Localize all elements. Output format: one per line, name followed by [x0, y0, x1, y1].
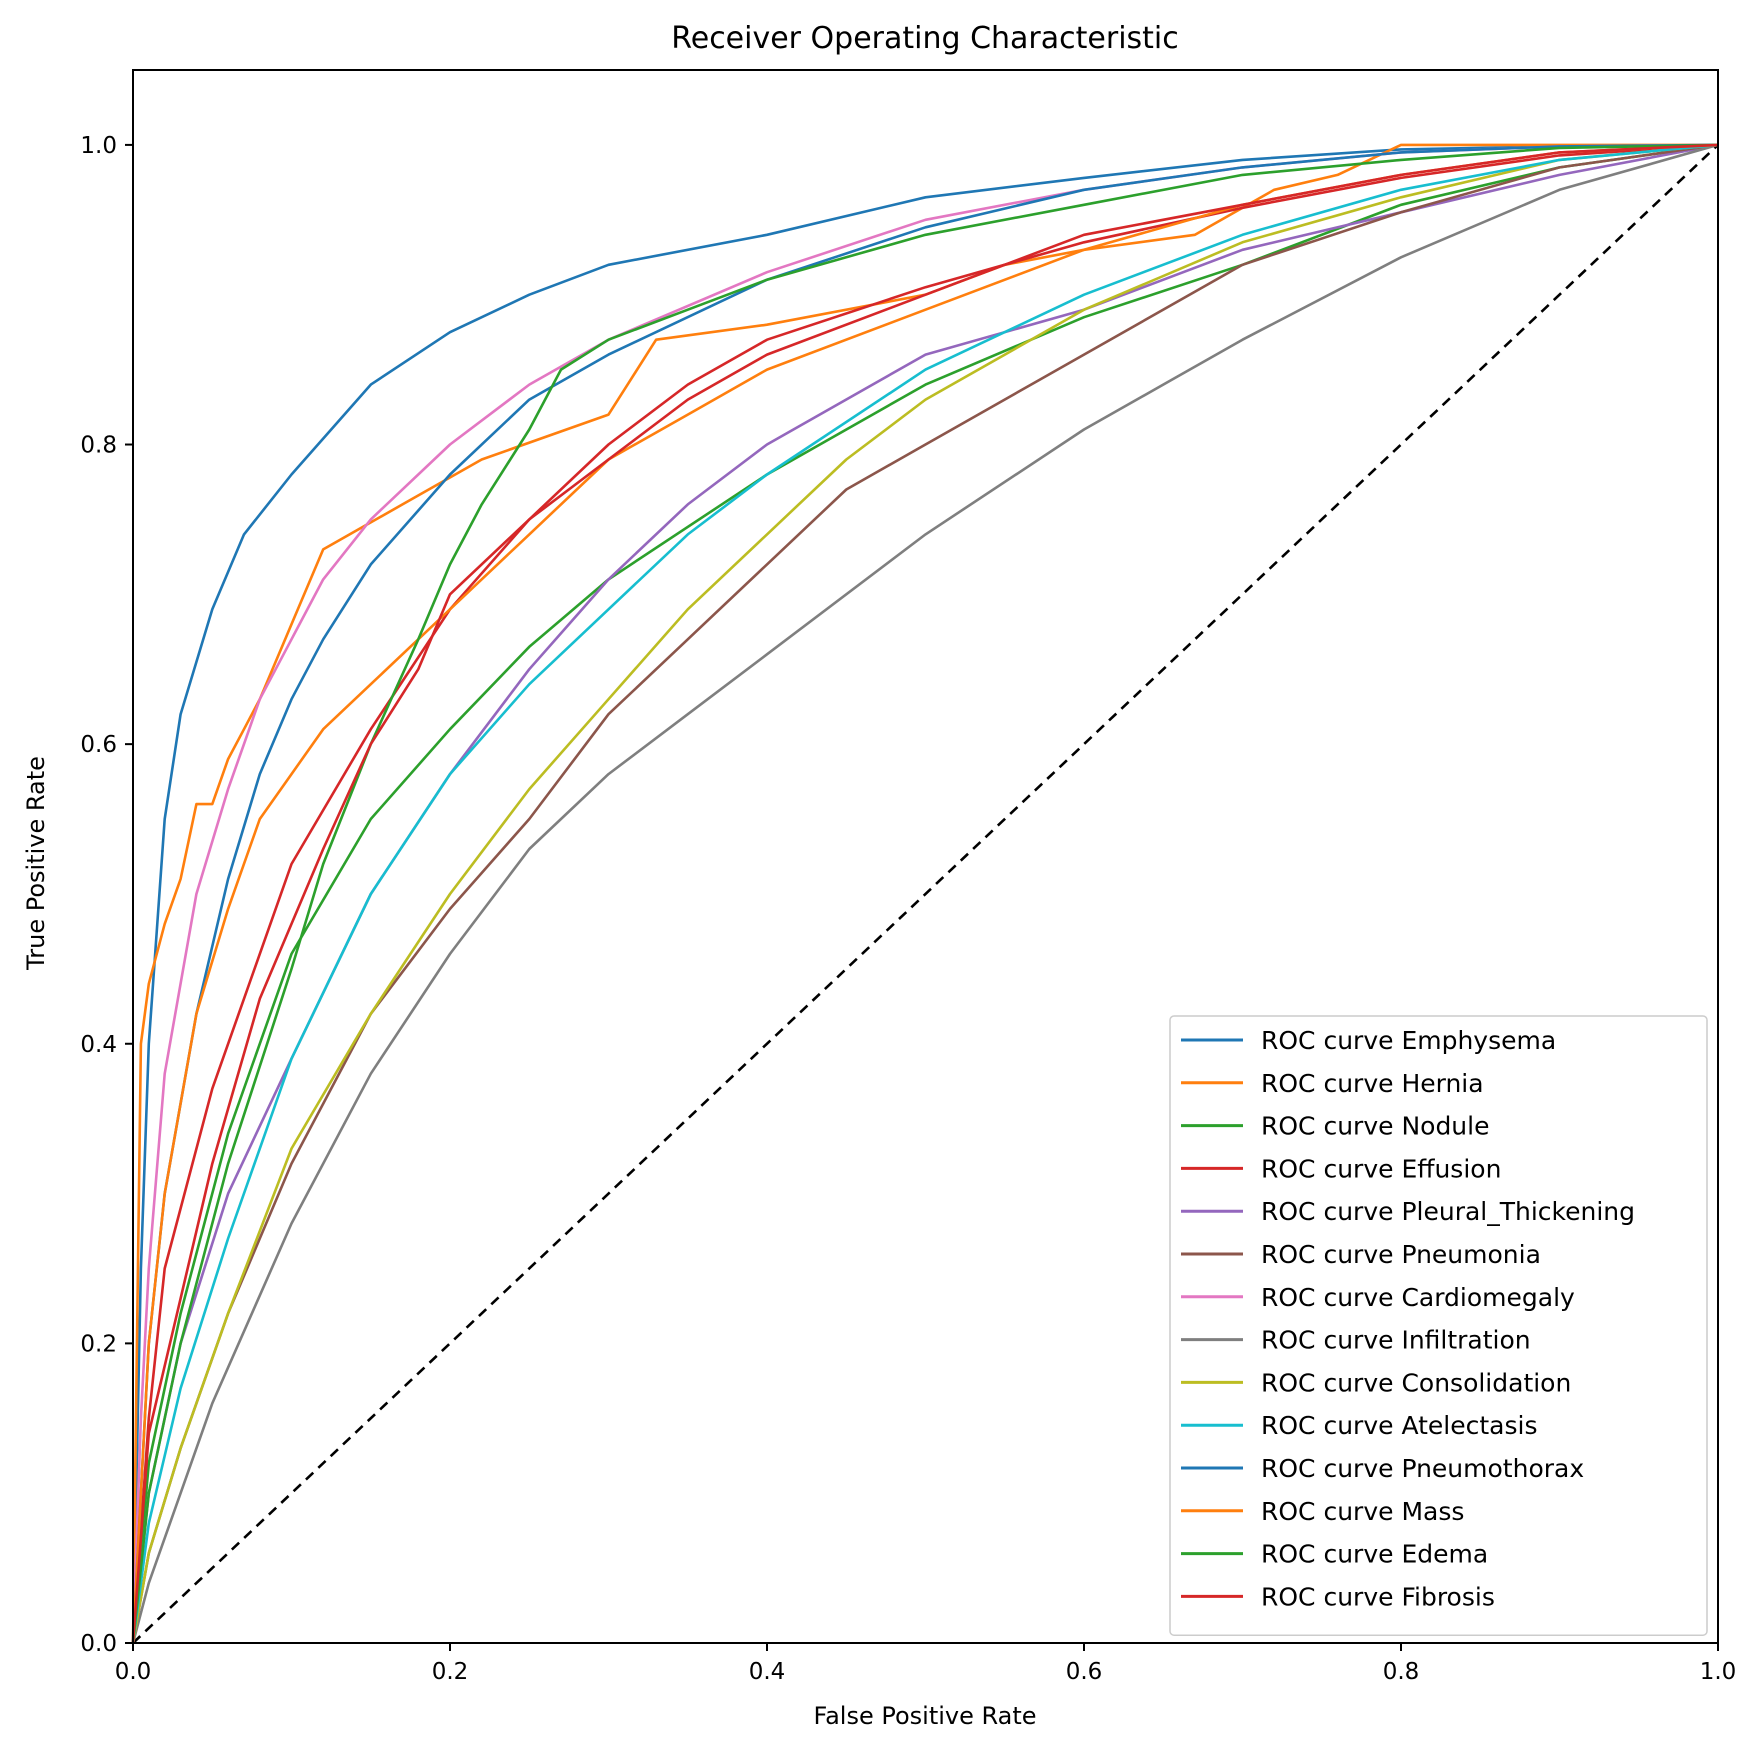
x-tick-label: 0.6 — [1066, 1659, 1103, 1685]
chart-title: Receiver Operating Characteristic — [671, 21, 1179, 56]
x-tick-label: 0.4 — [749, 1659, 786, 1685]
legend-entry: ROC curve Mass — [1261, 1497, 1464, 1526]
legend-entry: ROC curve Pneumonia — [1261, 1240, 1541, 1269]
y-axis-label: True Positive Rate — [22, 756, 50, 971]
x-tick-label: 0.0 — [115, 1659, 152, 1685]
legend-entry: ROC curve Effusion — [1261, 1154, 1501, 1183]
legend-entry: ROC curve Edema — [1261, 1540, 1488, 1569]
roc-line-emphysema — [131, 143, 1719, 1644]
y-tick-label: 0.2 — [80, 1331, 117, 1357]
y-tick-label: 1.0 — [80, 133, 117, 159]
roc-line-fibrosis — [131, 143, 1719, 1644]
axis-ticks: 0.0 0.2 0.4 0.6 0.8 1.0 0.0 0.2 0.4 0.6 0.8 1.0 — [80, 133, 1736, 1685]
roc-line-mass — [131, 143, 1719, 1644]
legend-entry: ROC curve Nodule — [1261, 1112, 1489, 1141]
roc-line-effusion — [131, 143, 1719, 1644]
legend-entry: ROC curve Atelectasis — [1261, 1411, 1537, 1440]
x-tick-label: 0.8 — [1383, 1659, 1420, 1685]
x-tick-label: 0.2 — [432, 1659, 469, 1685]
legend-entry: ROC curve Pneumothorax — [1261, 1454, 1584, 1483]
y-tick-label: 0.8 — [80, 433, 117, 459]
legend-entry: ROC curve Consolidation — [1261, 1368, 1571, 1397]
y-tick-label: 0.4 — [80, 1032, 117, 1058]
legend-entry: ROC curve Emphysema — [1261, 1026, 1556, 1055]
roc-line-pleural-thickening — [131, 143, 1719, 1644]
x-tick-label: 1.0 — [1700, 1659, 1737, 1685]
roc-line-infiltration — [131, 143, 1719, 1644]
roc-line-consolidation — [131, 143, 1719, 1644]
roc-line-edema — [131, 143, 1719, 1644]
legend-box — [1169, 1015, 1708, 1636]
x-axis-label: False Positive Rate — [813, 1702, 1036, 1730]
y-tick-label: 0.0 — [80, 1631, 117, 1657]
legend-entry: ROC curve Pleural_Thickening — [1261, 1197, 1635, 1226]
chance-diagonal-line — [132, 143, 1719, 1644]
y-tick-label: 0.6 — [80, 732, 117, 758]
roc-line-nodule — [131, 143, 1719, 1644]
plot-area — [131, 143, 1719, 1644]
legend-entry: ROC curve Cardiomegaly — [1261, 1283, 1575, 1312]
legend: ROC curve Emphysema ROC curve Hernia ROC c… — [1169, 1015, 1708, 1636]
roc-line-atelectasis — [131, 143, 1719, 1644]
legend-entry: ROC curve Infiltration — [1261, 1326, 1531, 1355]
legend-entry: ROC curve Hernia — [1261, 1069, 1484, 1098]
axes-frame — [132, 69, 1719, 1644]
legend-entry: ROC curve Fibrosis — [1261, 1582, 1495, 1611]
